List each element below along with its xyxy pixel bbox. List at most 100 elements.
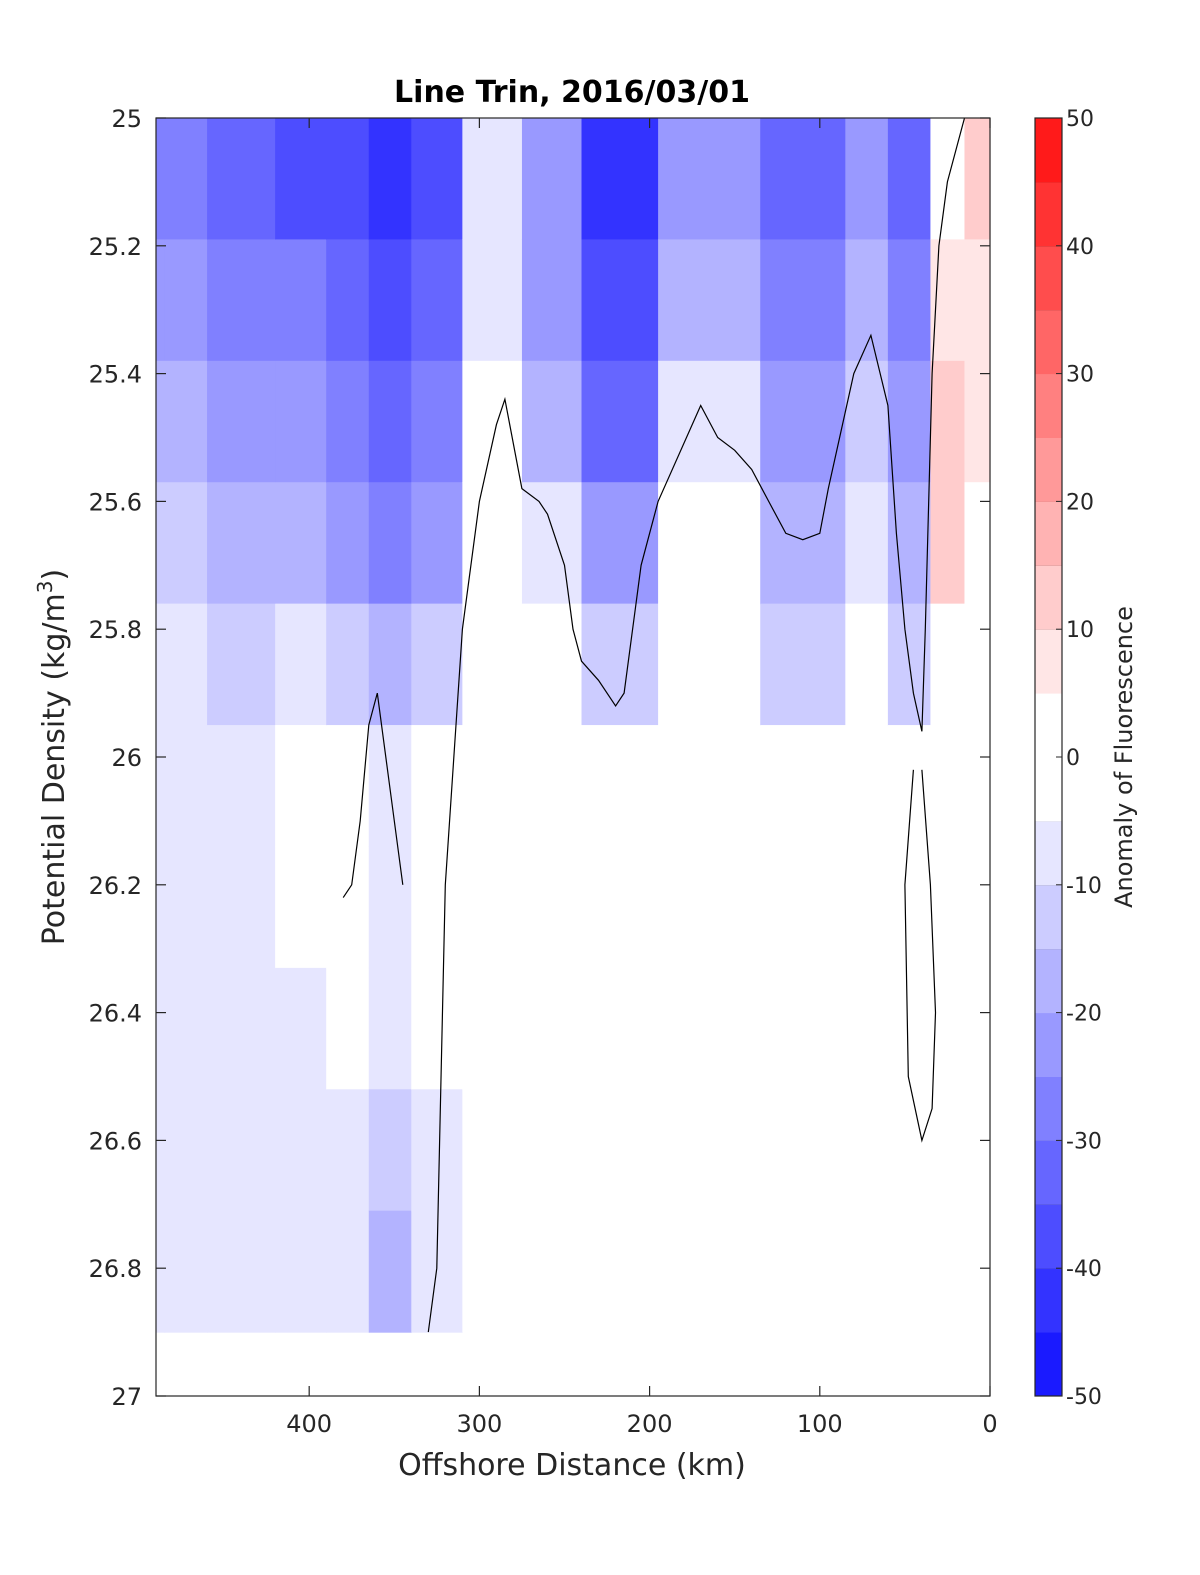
contour-cell [156,1089,166,1212]
y-tick-label: 25.4 [89,361,142,389]
contour-cell [207,360,276,483]
x-tick-label: 100 [797,1410,843,1438]
colorbar-band [1035,1204,1062,1269]
contour-cell [275,725,327,848]
contour-cell [760,725,846,848]
x-tick-label: 200 [627,1410,673,1438]
contour-cell [521,1089,583,1212]
contour-cell [462,1210,523,1333]
colorbar-band [1035,245,1062,311]
contour-cell [581,846,659,969]
y-tick-label: 26.4 [89,1000,142,1028]
contour-cell [275,360,327,483]
colorbar-band [1035,1268,1062,1333]
contour-cell [207,482,276,605]
contour-cell [581,603,659,726]
contour-cell [760,239,846,362]
contour-cell [326,725,370,848]
contour-cell [760,846,846,969]
contour-cell [326,239,370,362]
contour-cell [964,603,991,726]
y-tick-label: 26.8 [89,1255,142,1283]
contour-cell [164,118,208,241]
contour-cell [930,725,966,848]
colorbar-band [1035,1012,1062,1077]
contour-cell [462,118,523,241]
contour-cell [462,967,523,1090]
contour-cell [845,725,889,848]
contour-cell [368,1089,412,1212]
contour-cell [164,239,208,362]
contour-cell [275,603,327,726]
contour-cell [462,603,523,726]
y-axis-label: Potential Density (kg/m3) [33,569,72,945]
colorbar-band [1035,1140,1062,1205]
contour-cell [581,725,659,848]
contour-cell [207,846,276,969]
contour-cell [521,846,583,969]
contour-cell [164,967,208,1090]
contour-cell [930,482,966,605]
contour-cell [521,118,583,241]
contour-cell [207,725,276,848]
contour-cell [964,360,991,483]
contour-cell [964,118,991,241]
contour-cell [275,1210,327,1333]
contour-cell [521,1210,583,1333]
contour-cell [658,482,761,605]
contour-cell [581,118,659,241]
contour-cell [521,603,583,726]
contour-cell [411,239,463,362]
colorbar-band [1035,629,1062,694]
contour-cell [887,482,932,605]
contour-cell [887,846,932,969]
y-tick-label: 27 [111,1383,142,1411]
contour-cell [411,1089,463,1212]
colorbar-band [1035,884,1062,950]
contour-cell [164,360,208,483]
colorbar-band [1035,1332,1062,1397]
y-tick-label: 25 [111,105,142,133]
contour-cell [275,1089,327,1212]
contour-cell [156,725,166,848]
contour-cell [411,360,463,483]
contour-cell [368,1210,412,1333]
contour-cell [411,603,463,726]
contour-cell [156,603,166,726]
contour-cell [930,846,966,969]
contour-cell [411,118,463,241]
contour-cell [581,360,659,483]
contour-cell [760,1210,846,1333]
contour-cell [964,482,991,605]
x-axis: 400 300 200 100 0 [286,118,998,1438]
contour-cell [964,1089,991,1212]
contour-cell [326,1210,370,1333]
contour-cell [326,967,370,1090]
colorbar-bands [1035,117,1062,1397]
contour-cell [164,725,208,848]
colorbar-tick-label: -20 [1066,1002,1102,1027]
contour-cell [156,118,166,241]
contour-cell [521,967,583,1090]
colorbar-band [1035,309,1062,375]
contour-cell [326,1089,370,1212]
contour-cell [368,118,412,241]
contour-cell [845,118,889,241]
contour-cell [887,967,932,1090]
contour-cell [845,846,889,969]
x-tick-label: 400 [286,1410,332,1438]
x-tick-label: 0 [982,1410,997,1438]
contour-cell [164,1089,208,1212]
contour-cell [462,360,523,483]
contour-cell [411,967,463,1090]
contour-cell [326,118,370,241]
contour-cell [207,118,276,241]
contour-cell [845,1210,889,1333]
contour-cell [887,239,932,362]
contour-cell [658,846,761,969]
contour-cell [368,725,412,848]
contour-cell [581,967,659,1090]
contour-cell [521,482,583,605]
contour-cell [326,482,370,605]
